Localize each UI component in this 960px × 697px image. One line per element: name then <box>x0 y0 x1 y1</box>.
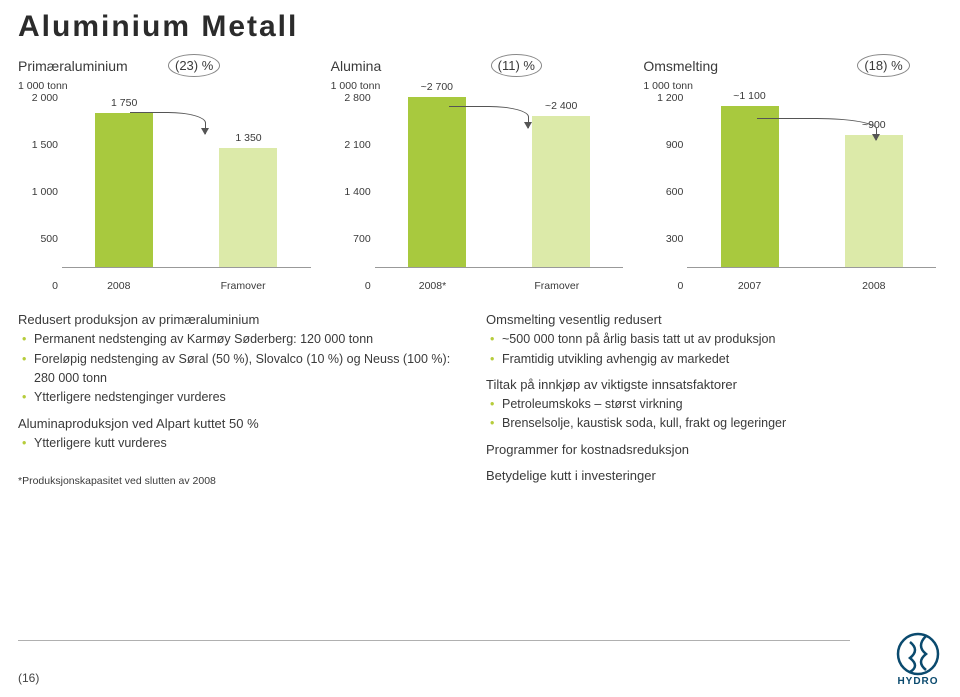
bar-label: 1 350 <box>219 132 277 144</box>
left-sec1-title: Redusert produksjon av primæraluminium <box>18 310 474 330</box>
chart-header: Alumina <box>331 58 630 74</box>
left-sec1-list: Permanent nedstenging av Karmøy Søderber… <box>18 330 474 408</box>
right-sec4-title: Betydelige kutt i investeringer <box>486 466 942 486</box>
list-item: Petroleumskoks – størst virkning <box>490 395 942 414</box>
chart-unit: 1 000 tonn <box>331 80 630 92</box>
x-tick: Framover <box>221 280 266 292</box>
plot: 2 8002 1001 4007000~2 700~2 4002008*Fram… <box>331 92 630 292</box>
y-tick: 700 <box>331 233 371 245</box>
y-tick: 600 <box>643 186 683 198</box>
list-item: Brenselsolje, kaustisk soda, kull, frakt… <box>490 414 942 433</box>
chart-title: Alumina <box>331 58 382 74</box>
pct-badge: (18) % <box>857 54 909 77</box>
y-tick: 1 400 <box>331 186 371 198</box>
arrow-icon <box>449 106 529 128</box>
left-column: Redusert produksjon av primæraluminium P… <box>18 304 474 489</box>
plot: 2 000 1 500 1 000 500 0 1 750 1 350 2008 Framove… <box>18 92 317 292</box>
right-column: Omsmelting vesentlig redusert ~500 000 t… <box>486 304 942 489</box>
y-tick: 2 000 <box>18 92 58 104</box>
bar: 1 350 <box>219 148 277 267</box>
right-sec2-list: Petroleumskoks – størst virkningBrensels… <box>486 395 942 434</box>
bar-label: ~2 400 <box>532 100 590 112</box>
chart: Omsmelting1 000 tonn(18) %1 200900600300… <box>643 58 942 292</box>
y-tick: 2 800 <box>331 92 371 104</box>
y-tick: 0 <box>331 280 371 292</box>
footnote: *Produksjonskapasitet ved slutten av 200… <box>18 473 474 489</box>
pct-badge: (23) % <box>168 54 220 77</box>
y-tick: 500 <box>18 233 58 245</box>
content-row: Redusert produksjon av primæraluminium P… <box>0 292 960 489</box>
y-tick: 1 200 <box>643 92 683 104</box>
pct-badge: (11) % <box>491 54 542 77</box>
plot: 1 200 900 600 300 0 ~1 100 ~900 2007 2008 <box>643 92 942 292</box>
list-item: ~500 000 tonn på årlig basis tatt ut av … <box>490 330 942 349</box>
x-labels: 2007 2008 <box>687 280 936 292</box>
y-tick: 2 100 <box>331 139 371 151</box>
chart-unit: 1 000 tonn <box>643 80 942 92</box>
bar: ~900 <box>845 135 903 267</box>
x-tick: 2008 <box>107 280 130 292</box>
bar-label: ~2 700 <box>408 81 466 93</box>
left-sec2-list: Ytterligere kutt vurderes <box>18 434 474 453</box>
chart-unit: 1 000 tonn <box>18 80 317 92</box>
bar-label: ~1 100 <box>721 90 779 102</box>
x-labels: 2008 Framover <box>62 280 311 292</box>
y-tick: 900 <box>643 139 683 151</box>
logo-text: HYDRO <box>896 676 940 687</box>
hydro-icon <box>896 632 940 676</box>
divider <box>18 640 850 641</box>
right-sec3-title: Programmer for kostnadsreduksjon <box>486 440 942 460</box>
y-labels: 2 800 2 100 1 400 700 0 <box>331 92 371 292</box>
left-sec2-title: Aluminaproduksjon ved Alpart kuttet 50 % <box>18 414 474 434</box>
charts-row: Primæraluminium1 000 tonn(23) %2 0001 50… <box>0 58 960 292</box>
x-tick: 2008* <box>419 280 446 292</box>
right-sec1-list: ~500 000 tonn på årlig basis tatt ut av … <box>486 330 942 369</box>
chart-title: Omsmelting <box>643 58 718 74</box>
y-labels: 1 200 900 600 300 0 <box>643 92 683 292</box>
logo: HYDRO <box>896 632 940 687</box>
x-tick: Framover <box>534 280 579 292</box>
y-tick: 1 500 <box>18 139 58 151</box>
y-tick: 300 <box>643 233 683 245</box>
right-sec2-title: Tiltak på innkjøp av viktigste innsatsfa… <box>486 375 942 395</box>
x-tick: 2008 <box>862 280 885 292</box>
arrow-icon <box>130 112 206 134</box>
list-item: Ytterligere nedstenginger vurderes <box>22 388 474 407</box>
list-item: Foreløpig nedstenging av Søral (50 %), S… <box>22 350 474 389</box>
right-sec1-title: Omsmelting vesentlig redusert <box>486 310 942 330</box>
list-item: Permanent nedstenging av Karmøy Søderber… <box>22 330 474 349</box>
chart: Primæraluminium1 000 tonn(23) %2 0001 50… <box>18 58 317 292</box>
bar: 1 750 <box>95 113 153 267</box>
bar: ~2 400 <box>532 116 590 267</box>
x-tick: 2007 <box>738 280 761 292</box>
y-tick: 0 <box>18 280 58 292</box>
y-tick: 1 000 <box>18 186 58 198</box>
list-item: Ytterligere kutt vurderes <box>22 434 474 453</box>
page-title: Aluminium Metall <box>0 0 960 58</box>
slide-number: (16) <box>18 671 39 685</box>
bar-label: 1 750 <box>95 97 153 109</box>
x-labels: 2008* Framover <box>375 280 624 292</box>
arrow-icon <box>757 118 877 140</box>
chart: Alumina1 000 tonn(11) %2 8002 1001 40070… <box>331 58 630 292</box>
y-tick: 0 <box>643 280 683 292</box>
y-labels: 2 000 1 500 1 000 500 0 <box>18 92 58 292</box>
list-item: Framtidig utvikling avhengig av markedet <box>490 350 942 369</box>
chart-title: Primæraluminium <box>18 58 128 74</box>
